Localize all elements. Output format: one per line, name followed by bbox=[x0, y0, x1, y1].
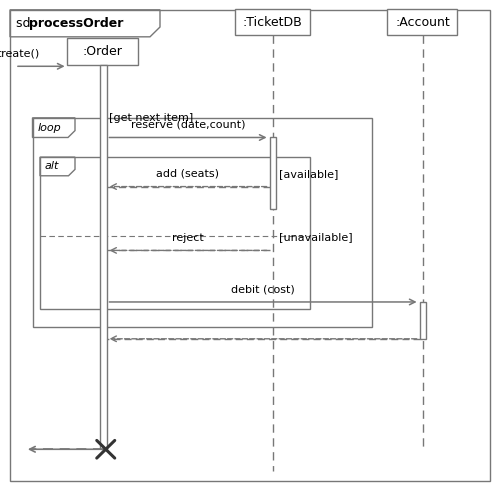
Text: processOrder: processOrder bbox=[29, 17, 124, 30]
Text: add (seats): add (seats) bbox=[156, 169, 220, 179]
Text: alt: alt bbox=[44, 162, 59, 171]
Bar bbox=[100, 65, 106, 449]
Text: [available]: [available] bbox=[280, 169, 339, 179]
Bar bbox=[68, 38, 138, 65]
Text: loop: loop bbox=[38, 123, 61, 133]
Bar bbox=[420, 302, 426, 339]
Text: create(): create() bbox=[0, 49, 40, 58]
Text: [get next item]: [get next item] bbox=[109, 113, 193, 123]
Bar bbox=[270, 137, 276, 209]
Bar bbox=[388, 9, 458, 35]
Text: [unavailable]: [unavailable] bbox=[280, 233, 353, 243]
Bar bbox=[32, 118, 372, 327]
Bar bbox=[40, 157, 310, 309]
Text: :TicketDB: :TicketDB bbox=[242, 16, 302, 28]
Text: :Order: :Order bbox=[82, 45, 122, 58]
Text: debit (cost): debit (cost) bbox=[231, 284, 295, 294]
Bar bbox=[235, 9, 310, 35]
Text: reserve (date,count): reserve (date,count) bbox=[131, 120, 245, 130]
Text: :Account: :Account bbox=[395, 16, 450, 28]
Text: sd: sd bbox=[16, 17, 34, 30]
Text: reject: reject bbox=[172, 233, 204, 243]
